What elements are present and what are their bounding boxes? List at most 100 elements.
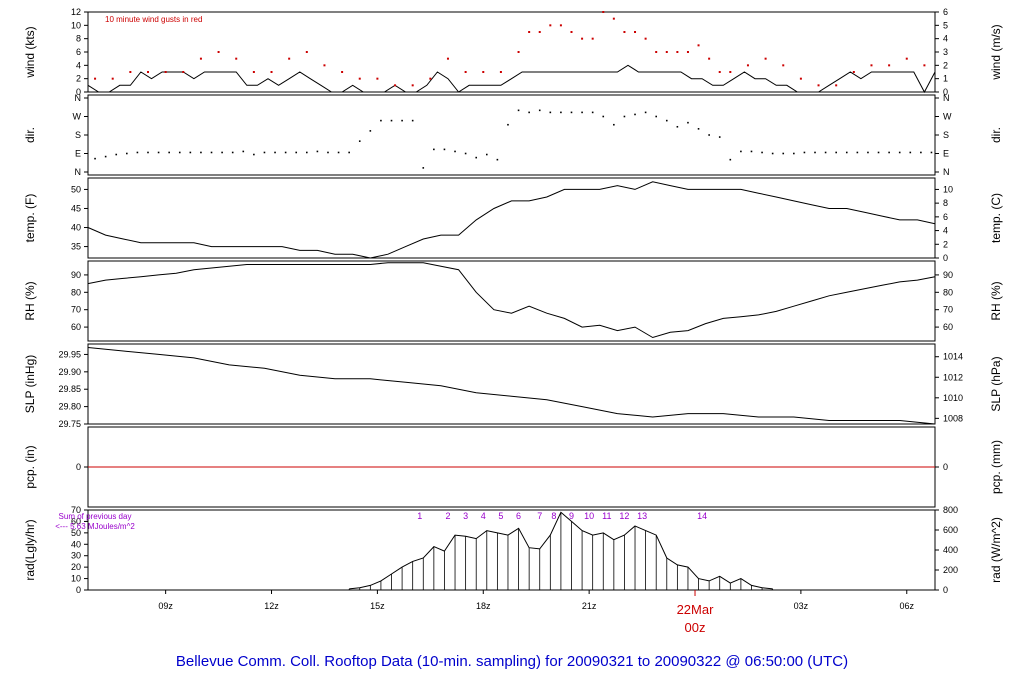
direction-point: [401, 119, 403, 122]
tick-label-right: 200: [943, 565, 958, 575]
gust-point: [676, 51, 679, 53]
tick-label-left: N: [75, 93, 82, 103]
direction-point: [676, 125, 679, 128]
gust-point: [835, 84, 838, 87]
direction-point: [824, 151, 827, 154]
hour-label: 14: [697, 511, 707, 521]
x-tick-label: 06z: [900, 601, 915, 611]
direction-point: [189, 151, 192, 154]
hour-label: 7: [537, 511, 542, 521]
direction-point: [221, 151, 223, 154]
tick-label-left: 4: [76, 60, 81, 70]
tick-label-right: 5: [943, 20, 948, 30]
gust-point: [634, 31, 637, 33]
hour-label: 13: [637, 511, 647, 521]
x-tick-label: 21z: [582, 601, 597, 611]
tick-label-left: 29.75: [58, 419, 81, 429]
direction-point: [814, 151, 816, 154]
hour-label: 2: [445, 511, 450, 521]
tick-label-left: 30: [71, 551, 81, 561]
tick-label-left: 8: [76, 34, 81, 44]
direction-point: [231, 151, 234, 154]
direction-point: [898, 151, 901, 154]
gust-point: [199, 57, 202, 60]
gust-point: [182, 71, 185, 73]
gust-point: [923, 64, 926, 67]
ylabel-left: dir.: [23, 127, 37, 143]
tick-label-left: W: [73, 112, 82, 122]
gust-point: [718, 71, 721, 73]
direction-point: [475, 156, 478, 159]
tick-label-right: 0: [943, 585, 948, 595]
direction-point: [348, 151, 350, 154]
tick-label-left: 60: [71, 516, 81, 526]
tick-label-right: S: [943, 130, 949, 140]
date-marker-date: 22Mar: [677, 602, 715, 617]
gust-point: [305, 51, 308, 53]
series-radiation: [349, 511, 773, 590]
ylabel-right: temp. (C): [989, 193, 1003, 243]
tick-label-right: 0: [943, 253, 948, 263]
ylabel-left: pcp. (in): [23, 445, 37, 488]
direction-point: [930, 151, 933, 154]
tick-label-left: 29.95: [58, 349, 81, 359]
gust-point: [358, 77, 361, 80]
direction-point: [560, 111, 562, 114]
direction-point: [845, 151, 848, 154]
hour-label: 4: [481, 511, 486, 521]
direction-point: [909, 151, 912, 154]
ylabel-right: wind (m/s): [989, 24, 1003, 80]
gust-point: [888, 64, 891, 67]
direction-point: [761, 151, 763, 154]
panel-frame: [87, 94, 936, 176]
direction-point: [337, 151, 340, 154]
panel-frame: [87, 509, 936, 591]
tick-label-right: 600: [943, 525, 958, 535]
tick-label-left: 35: [71, 242, 81, 252]
direction-point: [793, 152, 795, 155]
series-wind-speed: [87, 64, 936, 94]
direction-point: [877, 151, 880, 154]
direction-point: [888, 151, 890, 154]
gust-point: [528, 31, 531, 33]
direction-point: [856, 151, 859, 154]
panel-frame: [87, 260, 936, 342]
hour-label: 10: [584, 511, 594, 521]
ylabel-left: temp. (F): [23, 194, 37, 243]
direction-point: [242, 150, 245, 153]
hour-label: 3: [463, 511, 468, 521]
direction-point: [538, 109, 541, 112]
direction-point: [126, 152, 128, 155]
direction-point: [496, 158, 499, 161]
tick-label-left: 10: [71, 20, 81, 30]
direction-point: [687, 121, 689, 124]
ylabel-left: SLP (inHg): [23, 355, 37, 413]
gust-point: [411, 84, 414, 87]
tick-label-left: S: [75, 130, 81, 140]
gust-point: [288, 57, 291, 60]
chart-title: Bellevue Comm. Coll. Rooftop Data (10-mi…: [176, 653, 848, 670]
gust-point: [570, 31, 573, 33]
gust-point: [817, 84, 820, 87]
gust-point: [376, 77, 379, 80]
tick-label-right: 0: [943, 462, 948, 472]
tick-label-left: 6: [76, 47, 81, 57]
panel-frame: [87, 343, 936, 425]
tick-label-left: 29.90: [58, 367, 81, 377]
hour-label: 8: [551, 511, 556, 521]
gust-point: [905, 57, 908, 60]
direction-point: [464, 152, 467, 155]
direction-point: [718, 136, 721, 138]
gust-point: [499, 71, 502, 73]
x-tick-label: 12z: [264, 601, 279, 611]
tick-label-right: N: [943, 167, 950, 177]
direction-point: [316, 150, 319, 153]
tick-label-left: 90: [71, 270, 81, 280]
direction-point: [104, 155, 107, 158]
gust-point: [429, 77, 432, 80]
direction-point: [284, 151, 287, 154]
ylabel-right: RH (%): [989, 281, 1003, 320]
